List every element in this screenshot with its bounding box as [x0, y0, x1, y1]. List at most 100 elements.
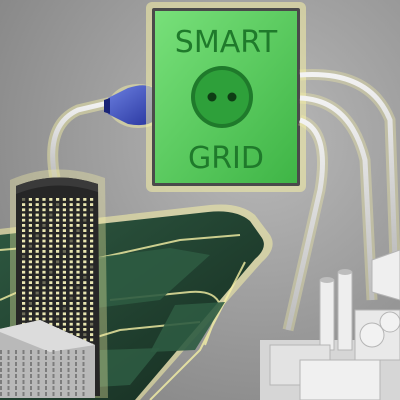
window-light	[56, 224, 60, 227]
window-light	[28, 198, 32, 201]
window-light	[76, 317, 80, 321]
window-light	[62, 198, 66, 201]
window-light	[42, 276, 46, 279]
window-light	[83, 296, 87, 300]
window-light	[83, 239, 87, 243]
podium-window	[82, 362, 85, 366]
window-light	[90, 265, 94, 269]
podium-window	[75, 350, 77, 354]
window-light	[22, 224, 26, 227]
podium-window	[82, 368, 85, 372]
window-light	[90, 229, 94, 232]
window-light	[42, 260, 46, 264]
window-light	[69, 198, 73, 201]
window-light	[69, 302, 73, 305]
window-light	[49, 234, 53, 238]
podium-window	[37, 386, 40, 390]
window-light	[42, 250, 46, 253]
podium-window	[37, 368, 40, 372]
window-light	[62, 322, 66, 326]
window-light	[83, 198, 87, 201]
podium-window	[0, 350, 2, 354]
window-light	[28, 307, 32, 310]
window-light	[62, 265, 66, 269]
window-light	[22, 265, 26, 269]
podium-window	[0, 362, 2, 366]
podium-window	[7, 350, 10, 354]
window-light	[42, 213, 46, 217]
podium-window	[52, 356, 55, 360]
window-light	[76, 265, 80, 269]
podium-window	[15, 368, 17, 372]
window-light	[90, 291, 94, 295]
window-light	[83, 338, 87, 342]
podium-window	[82, 392, 85, 396]
window-light	[42, 244, 46, 248]
window-light	[22, 229, 26, 232]
window-light	[83, 281, 87, 284]
window-light	[35, 203, 39, 206]
window-light	[62, 250, 66, 253]
window-light	[56, 260, 60, 264]
window-light	[35, 312, 39, 316]
window-light	[28, 291, 32, 295]
window-light	[35, 250, 39, 253]
window-light	[28, 234, 32, 238]
window-light	[69, 239, 73, 243]
podium-window	[52, 350, 55, 354]
window-light	[56, 218, 60, 222]
podium-window	[22, 380, 25, 384]
window-light	[42, 286, 46, 290]
window-light	[83, 208, 87, 212]
window-light	[83, 265, 87, 269]
podium-window	[75, 362, 77, 366]
window-light	[76, 291, 80, 295]
podium-window	[30, 392, 32, 396]
podium-window	[60, 356, 62, 360]
window-light	[22, 239, 26, 243]
podium-window	[30, 362, 32, 366]
podium-window	[75, 386, 77, 390]
window-light	[90, 312, 94, 316]
window-light	[28, 260, 32, 264]
window-light	[62, 276, 66, 279]
window-light	[62, 218, 66, 222]
window-light	[35, 244, 39, 248]
window-light	[76, 224, 80, 227]
window-light	[62, 317, 66, 321]
window-light	[35, 276, 39, 279]
window-light	[90, 296, 94, 300]
window-light	[62, 286, 66, 290]
window-light	[22, 281, 26, 284]
window-light	[22, 312, 26, 316]
window-light	[76, 244, 80, 248]
window-light	[49, 291, 53, 295]
window-light	[90, 260, 94, 264]
podium-window	[67, 374, 70, 378]
window-light	[62, 234, 66, 238]
window-light	[49, 302, 53, 305]
window-light	[76, 234, 80, 238]
window-light	[49, 307, 53, 310]
podium-window	[37, 374, 40, 378]
podium-window	[52, 380, 55, 384]
window-light	[76, 333, 80, 336]
window-light	[76, 302, 80, 305]
window-light	[90, 286, 94, 290]
window-light	[56, 255, 60, 258]
window-light	[83, 328, 87, 331]
window-light	[35, 260, 39, 264]
panel-title-line1: SMART	[175, 25, 278, 60]
window-light	[22, 291, 26, 295]
window-light	[62, 302, 66, 305]
window-light	[56, 317, 60, 321]
window-light	[35, 317, 39, 321]
podium-window	[52, 368, 55, 372]
podium-window	[22, 392, 25, 396]
podium-window	[30, 368, 32, 372]
window-light	[83, 291, 87, 295]
window-light	[90, 213, 94, 217]
window-light	[28, 244, 32, 248]
window-light	[49, 270, 53, 274]
